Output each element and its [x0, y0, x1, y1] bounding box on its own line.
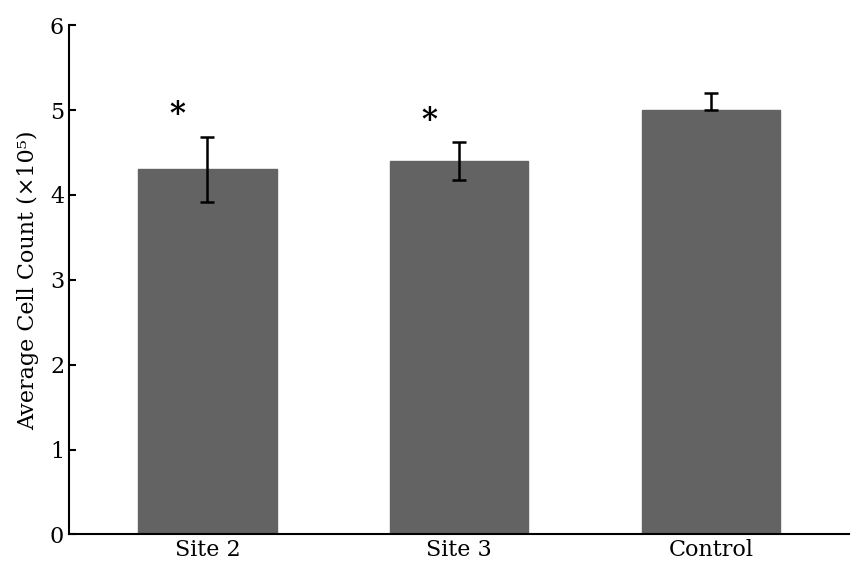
Y-axis label: Average Cell Count (×10⁵): Average Cell Count (×10⁵) — [16, 130, 39, 429]
Text: *: * — [169, 99, 185, 131]
Bar — [139, 169, 276, 535]
Bar — [390, 161, 528, 535]
Bar — [642, 110, 780, 535]
Text: *: * — [421, 105, 437, 135]
